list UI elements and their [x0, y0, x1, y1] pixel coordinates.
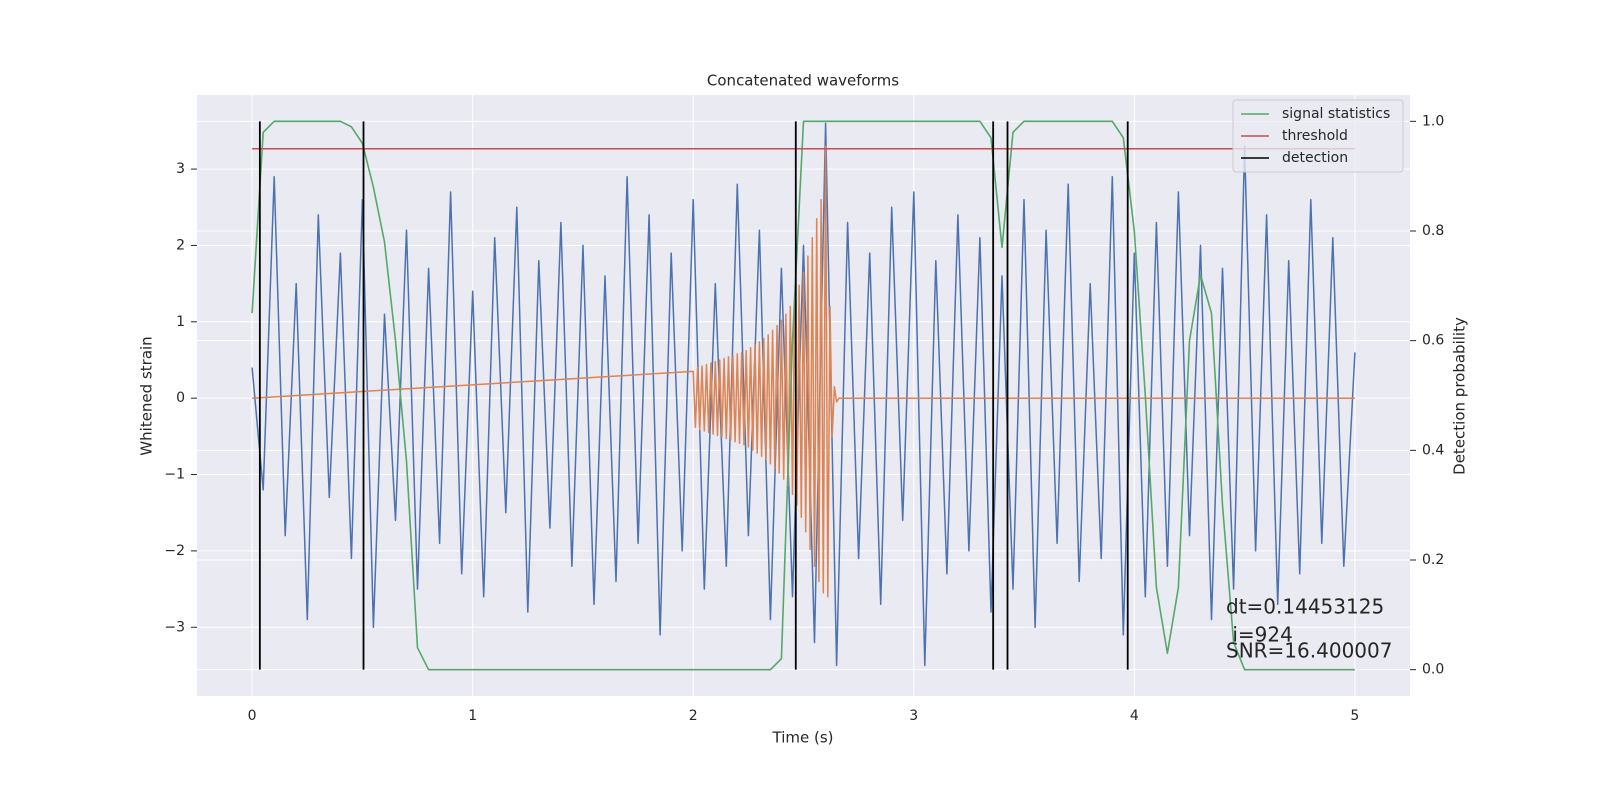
x-tick-label: 1 — [468, 708, 477, 724]
plot-background — [197, 95, 1410, 696]
y-tick-label: −3 — [164, 619, 185, 635]
x-tick-label: 5 — [1350, 708, 1359, 724]
y2-tick-label: 0.4 — [1422, 442, 1444, 458]
y2-tick-label: 0.2 — [1422, 552, 1444, 568]
legend-label: threshold — [1282, 128, 1348, 144]
y-tick-label: 0 — [176, 390, 185, 406]
chart-title: Concatenated waveforms — [707, 72, 899, 90]
y-tick-label: −2 — [164, 543, 185, 559]
y-tick-label: 2 — [176, 237, 185, 253]
legend-label: signal statistics — [1282, 106, 1390, 122]
annotation: dt=0.14453125 — [1226, 595, 1384, 619]
y-tick-label: 1 — [176, 314, 185, 330]
x-tick-label: 2 — [689, 708, 698, 724]
x-axis-label: Time (s) — [772, 729, 834, 747]
x-tick-label: 0 — [248, 708, 257, 724]
series-line — [251, 120, 1355, 671]
y-axis-label: Whitened strain — [138, 336, 156, 455]
annotation: SNR=16.400007 — [1226, 639, 1392, 663]
y2-axis-label: Detection probability — [1451, 317, 1469, 475]
x-tick-label: 3 — [909, 708, 918, 724]
x-tick-label: 4 — [1130, 708, 1139, 724]
legend-label: detection — [1282, 150, 1348, 166]
legend-box — [1232, 99, 1404, 173]
y2-tick-label: 0.8 — [1422, 223, 1444, 239]
annotation: i=924 — [1226, 623, 1293, 647]
y-tick-label: −1 — [164, 467, 185, 483]
y2-tick-label: 1.0 — [1422, 113, 1444, 129]
series-line — [252, 145, 1355, 598]
y2-tick-label: 0.0 — [1422, 662, 1444, 678]
series-line — [251, 122, 1356, 667]
y2-tick-label: 0.6 — [1422, 333, 1444, 349]
y-tick-label: 3 — [176, 161, 185, 177]
